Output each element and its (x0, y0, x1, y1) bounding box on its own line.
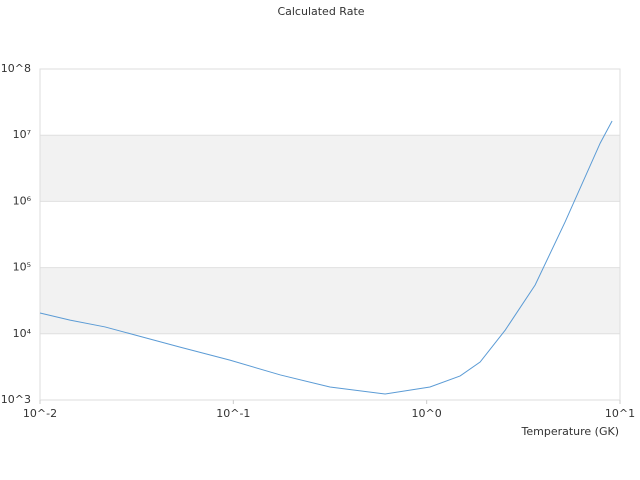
y-tick-label: 10^3 (1, 393, 31, 406)
x-axis-label: Temperature (GK) (521, 425, 620, 438)
y-tick-label: 10⁷ (13, 128, 31, 141)
y-tick-label: 10^8 (1, 62, 31, 75)
plot-border (39, 68, 621, 401)
chart-title: Calculated Rate (277, 5, 364, 18)
grid-band (40, 267, 620, 334)
y-tick-label: 10⁶ (13, 194, 32, 207)
x-tick-label: 10^-2 (23, 407, 57, 420)
x-tick-label: 10^-1 (216, 407, 250, 420)
y-tick-label: 10⁵ (13, 261, 31, 274)
x-tick-label: 10^0 (412, 407, 442, 420)
line (39, 120, 613, 395)
x-tick-label: 10^1 (605, 407, 635, 420)
y-tick-label: 10⁴ (13, 327, 32, 340)
grid-band (40, 135, 620, 202)
